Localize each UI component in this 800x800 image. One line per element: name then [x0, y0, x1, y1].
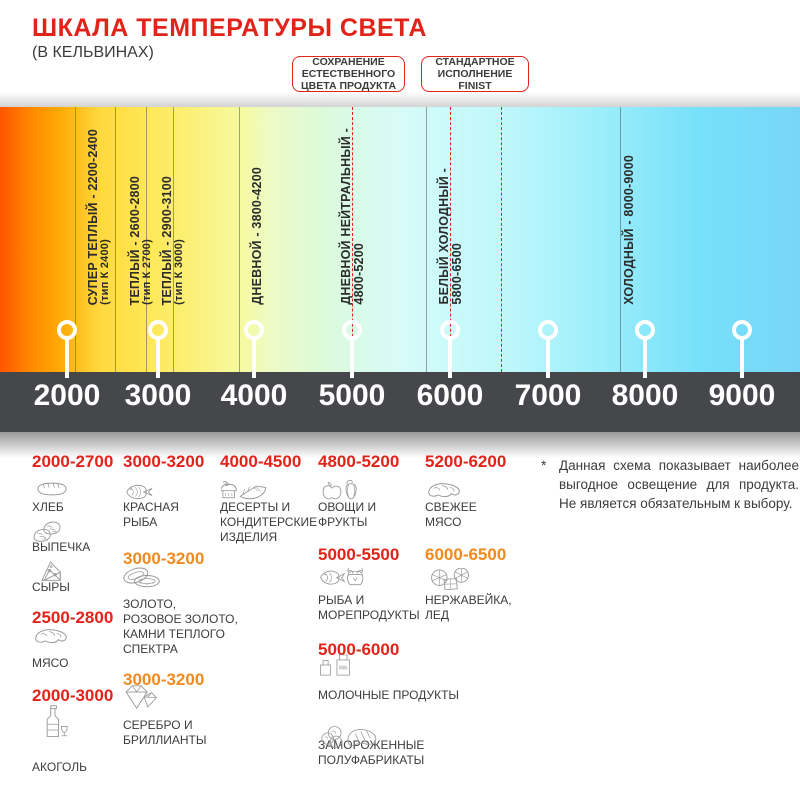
svg-text:Milk: Milk	[339, 665, 348, 671]
